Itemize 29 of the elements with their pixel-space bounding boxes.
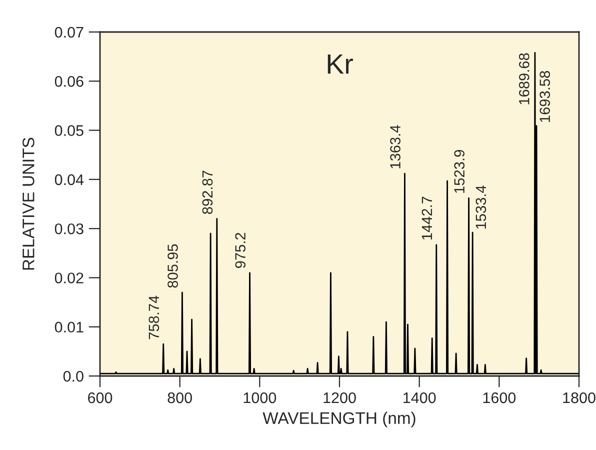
annotation: 1523.9: [454, 150, 465, 193]
y-tick-label: 0.04: [54, 174, 84, 186]
annotation: 1442.7: [422, 196, 432, 240]
x-tick-label: 600: [88, 392, 112, 404]
y-tick-label: 0.02: [54, 272, 84, 284]
x-tick-label: 1200: [324, 392, 356, 404]
line-series: [100, 52, 579, 374]
x-tick-label: 1000: [244, 392, 276, 404]
annotation: 805.95: [168, 244, 178, 288]
x-tick-label: 1800: [563, 392, 596, 404]
y-tick-label: 0.07: [54, 26, 84, 38]
annotation: 1363.4: [390, 125, 400, 168]
annotation: 1693.58: [540, 71, 550, 122]
y-tick-label: 0.03: [54, 223, 84, 234]
y-tick-label: 0.01: [54, 322, 84, 333]
annotation: 975.2: [235, 232, 246, 268]
x-axis-title: WAVELENGTH (nm): [262, 412, 416, 428]
annotation: 892.87: [202, 170, 213, 214]
x-tick-label: 1600: [483, 392, 516, 404]
y-tick-label: 0.06: [54, 76, 84, 87]
text: Kr: [328, 54, 353, 74]
y-tick-label: 0.0: [63, 370, 84, 382]
annotation: 758.74: [148, 296, 160, 340]
y-axis-title: RELATIVE UNITS: [22, 138, 34, 270]
y-tick-label: 0.05: [54, 125, 84, 136]
x-tick-label: 1400: [404, 392, 436, 404]
annotation: 1689.68: [518, 53, 530, 104]
x-tick-label: 800: [168, 392, 192, 404]
annotation: 1533.4: [476, 186, 486, 229]
